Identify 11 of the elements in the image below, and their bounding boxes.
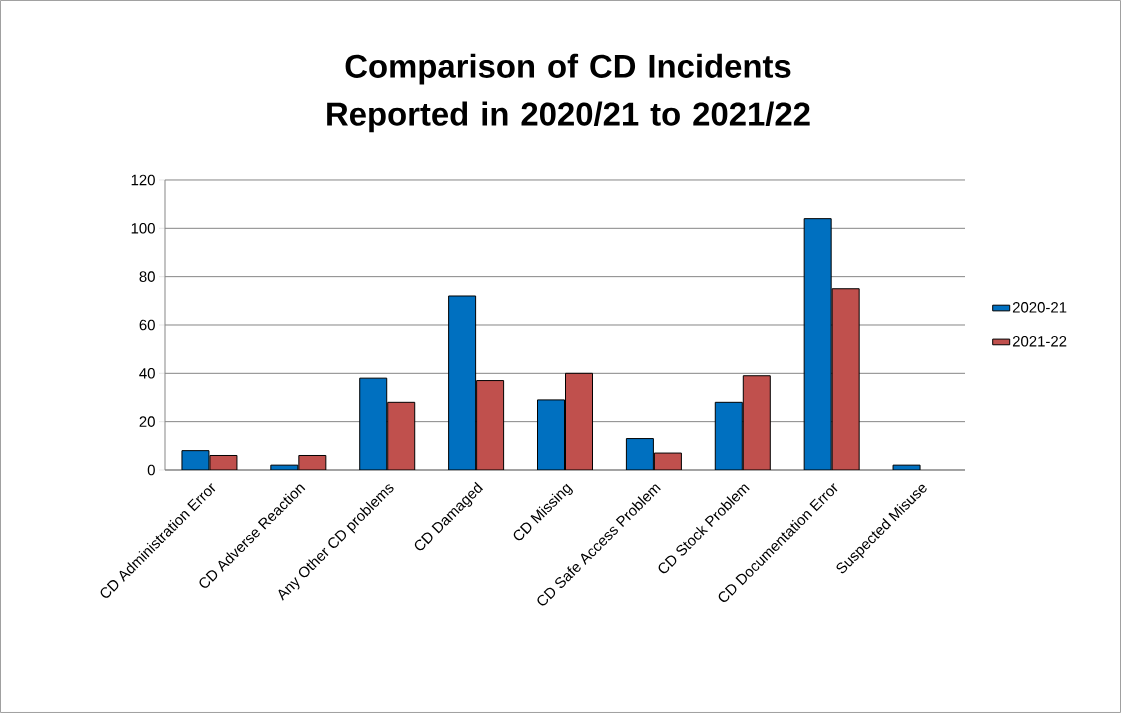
y-tick-label: 40 xyxy=(139,368,155,379)
y-tick-label: 100 xyxy=(131,223,155,234)
bar xyxy=(892,464,921,470)
legend-label: 2020-21 xyxy=(1012,302,1067,313)
y-tick-label: 60 xyxy=(139,319,155,331)
y-tick-label: 80 xyxy=(139,271,155,282)
y-tick-label: 0 xyxy=(147,464,155,476)
chart-title: Comparison of CD Incidents Reported in 2020/21 to 2021/22 xyxy=(327,53,810,133)
y-tick-label: 120 xyxy=(131,174,155,186)
y-tick-label: 20 xyxy=(139,416,155,427)
legend-label: 2021-22 xyxy=(1012,335,1067,347)
